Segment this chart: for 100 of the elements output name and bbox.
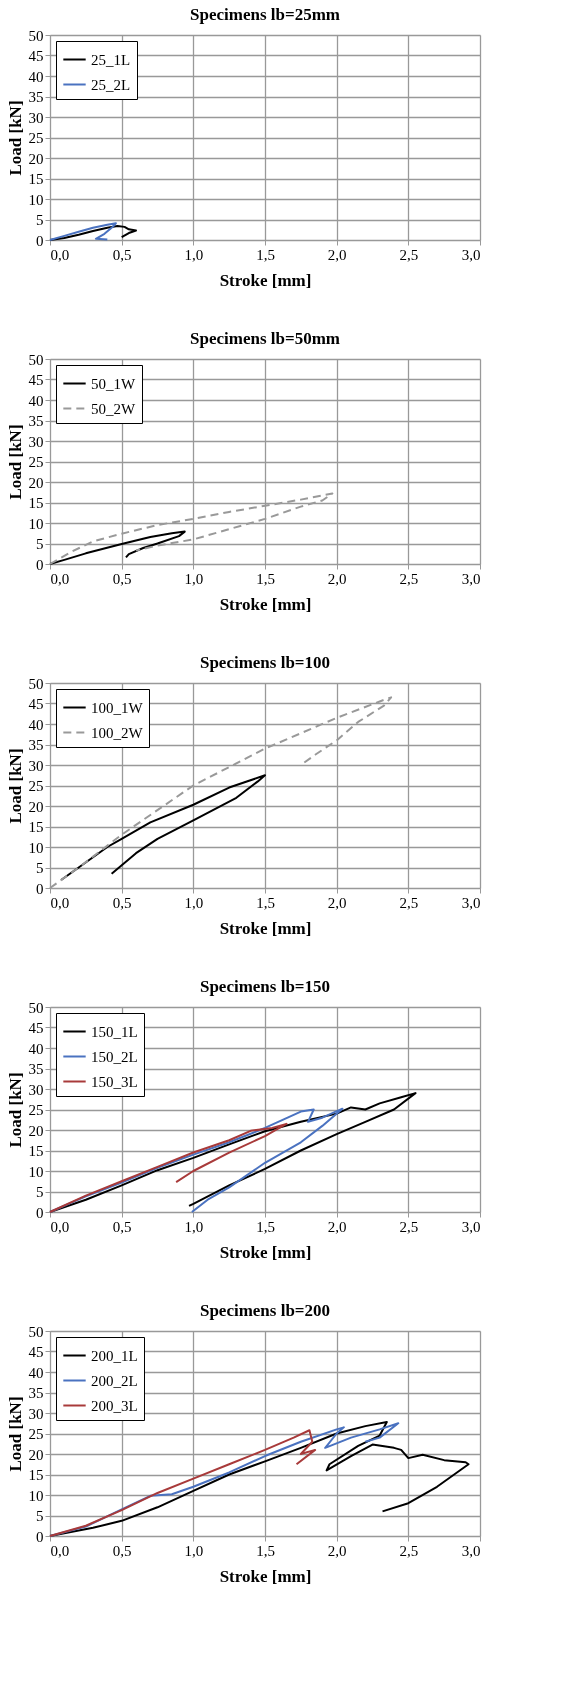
- x-tick-label: 2,5: [399, 1542, 419, 1559]
- y-tick-label: 50: [28, 351, 44, 368]
- line-series: [49, 1122, 288, 1213]
- y-tick-label: 40: [28, 716, 44, 733]
- y-tick-label: 25: [28, 1426, 44, 1442]
- y-tick-label: 45: [28, 696, 44, 712]
- legend-label: 100_2W: [91, 724, 144, 741]
- x-tick-label: 3,0: [461, 894, 481, 911]
- x-tick-label: 3,0: [461, 1542, 481, 1559]
- y-tick-label: 5: [36, 860, 44, 876]
- chart-title: Specimens lb=200: [199, 1301, 331, 1320]
- y-tick-label: 20: [28, 1446, 44, 1463]
- x-tick-label: 1,0: [184, 894, 204, 911]
- y-tick-label: 45: [28, 372, 44, 388]
- y-tick-label: 5: [36, 1184, 44, 1200]
- y-tick-label: 15: [28, 171, 44, 187]
- y-tick-label: 35: [28, 1385, 44, 1401]
- x-tick-label: 0,5: [112, 1542, 132, 1559]
- y-tick-label: 25: [28, 778, 44, 794]
- x-tick-label: 2,5: [399, 246, 419, 263]
- x-tick-label: 0,5: [112, 570, 132, 587]
- chart-title: Specimens lb=25mm: [190, 5, 340, 24]
- x-tick-label: 1,5: [256, 1542, 275, 1559]
- y-tick-label: 0: [36, 880, 44, 897]
- x-tick-label: 2,5: [399, 570, 419, 587]
- x-tick-label: 2,0: [327, 570, 347, 587]
- x-tick-label: 2,5: [399, 1218, 419, 1235]
- y-tick-label: 15: [28, 1467, 44, 1483]
- x-tick-label: 0,0: [50, 1542, 70, 1559]
- y-tick-label: 50: [28, 1323, 44, 1340]
- x-tick-label: 2,0: [327, 1542, 347, 1559]
- y-axis-title: Load [kN]: [5, 748, 25, 824]
- x-tick-label: 0,0: [50, 246, 70, 263]
- x-tick-label: 3,0: [461, 1218, 481, 1235]
- y-tick-label: 50: [28, 675, 44, 692]
- y-tick-label: 0: [36, 232, 44, 249]
- y-tick-label: 30: [28, 757, 44, 774]
- y-tick-label: 25: [28, 1102, 44, 1118]
- y-tick-label: 20: [28, 798, 44, 815]
- x-tick-label: 0,0: [50, 894, 70, 911]
- x-axis-title: Stroke [mm]: [219, 594, 312, 614]
- legend-label: 200_1L: [91, 1347, 138, 1364]
- y-tick-label: 20: [28, 1122, 44, 1139]
- legend-label: 150_2L: [91, 1048, 138, 1065]
- x-tick-label: 0,0: [50, 570, 70, 587]
- x-axis-title: Stroke [mm]: [219, 1242, 312, 1262]
- legend-label: 50_1W: [91, 375, 136, 392]
- y-tick-label: 50: [28, 999, 44, 1016]
- x-axis-title: Stroke [mm]: [219, 270, 312, 290]
- line-series: [49, 222, 117, 241]
- chart-title: Specimens lb=150: [199, 977, 331, 996]
- legend-label: 200_3L: [91, 1397, 138, 1414]
- y-tick-label: 0: [36, 556, 44, 573]
- y-tick-label: 5: [36, 536, 44, 552]
- y-tick-label: 10: [28, 515, 44, 532]
- x-tick-label: 1,5: [256, 570, 275, 587]
- x-tick-label: 1,5: [256, 1218, 275, 1235]
- y-tick-label: 40: [28, 1040, 44, 1057]
- y-tick-label: 45: [28, 48, 44, 64]
- x-tick-label: 2,0: [327, 894, 347, 911]
- x-tick-label: 1,5: [256, 246, 275, 263]
- x-axis-title: Stroke [mm]: [219, 1566, 312, 1586]
- y-tick-label: 15: [28, 1143, 44, 1159]
- y-tick-label: 20: [28, 150, 44, 167]
- y-tick-label: 30: [28, 1081, 44, 1098]
- x-tick-label: 1,0: [184, 1218, 204, 1235]
- y-axis-title: Load [kN]: [5, 424, 25, 500]
- y-axis-title: Load [kN]: [5, 100, 25, 176]
- legend-label: 150_3L: [91, 1073, 138, 1090]
- x-tick-label: 3,0: [461, 570, 481, 587]
- y-axis-title: Load [kN]: [5, 1396, 25, 1472]
- y-tick-label: 30: [28, 1405, 44, 1422]
- legend-label: 25_1L: [91, 51, 131, 68]
- y-tick-label: 40: [28, 392, 44, 409]
- legend-label: 25_2L: [91, 76, 131, 93]
- y-tick-label: 15: [28, 495, 44, 511]
- y-tick-label: 25: [28, 454, 44, 470]
- y-tick-label: 45: [28, 1020, 44, 1036]
- y-tick-label: 50: [28, 27, 44, 44]
- y-tick-label: 40: [28, 68, 44, 85]
- legend-label: 100_1W: [91, 699, 144, 716]
- x-tick-label: 0,5: [112, 1218, 132, 1235]
- y-tick-label: 35: [28, 1061, 44, 1077]
- y-tick-label: 25: [28, 130, 44, 146]
- chart-title: Specimens lb=100: [199, 653, 331, 672]
- legend-label: 200_2L: [91, 1372, 138, 1389]
- chart-title: Specimens lb=50mm: [190, 329, 340, 348]
- x-tick-label: 0,0: [50, 1218, 70, 1235]
- legend-label: 150_1L: [91, 1023, 138, 1040]
- y-tick-label: 35: [28, 89, 44, 105]
- line-series: [49, 1429, 317, 1537]
- y-tick-label: 5: [36, 212, 44, 228]
- y-tick-label: 10: [28, 1487, 44, 1504]
- y-axis-title: Load [kN]: [5, 1072, 25, 1148]
- line-series: [49, 225, 137, 241]
- y-tick-label: 15: [28, 819, 44, 835]
- y-tick-label: 10: [28, 1163, 44, 1180]
- legend-label: 50_2W: [91, 400, 136, 417]
- x-tick-label: 1,0: [184, 570, 204, 587]
- line-series: [49, 530, 186, 565]
